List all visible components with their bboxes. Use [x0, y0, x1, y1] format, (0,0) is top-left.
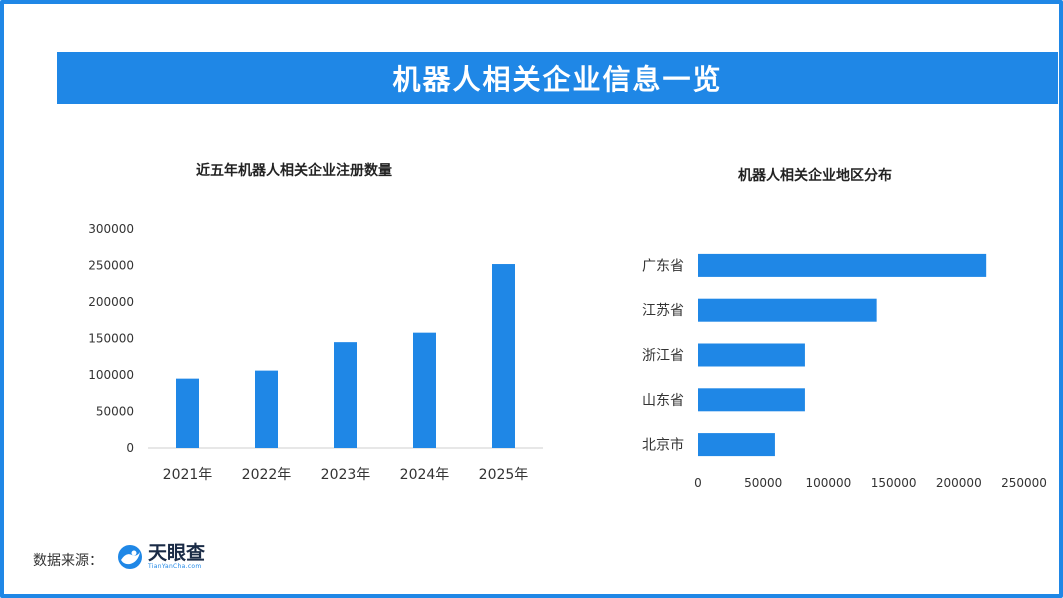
y-category-label: 广东省 [642, 258, 684, 274]
tianyancha-logo: 天眼查 TianYanCha.com [116, 543, 205, 571]
y-tick-label: 250000 [88, 259, 134, 273]
page-title: 机器人相关企业信息一览 [392, 63, 723, 96]
title-banner: 机器人相关企业信息一览 [57, 52, 1058, 104]
y-tick-label: 300000 [88, 222, 134, 236]
bar-1 [176, 378, 199, 448]
x-tick-label: 50000 [744, 476, 782, 490]
chart-title-regions: 机器人相关企业地区分布 [738, 168, 892, 184]
x-tick-label: 2024年 [400, 467, 450, 483]
x-tick-label: 150000 [871, 476, 917, 490]
bar-3 [334, 342, 357, 448]
chart-title-registrations: 近五年机器人相关企业注册数量 [196, 163, 392, 179]
x-tick-label: 100000 [805, 476, 851, 490]
region-bar-4 [698, 388, 805, 412]
y-tick-label: 150000 [88, 332, 134, 346]
y-category-label: 江苏省 [642, 303, 684, 319]
logo-url: TianYanCha.com [148, 563, 202, 570]
x-tick-label: 2021年 [163, 467, 213, 483]
tianyancha-logo-icon [118, 545, 142, 569]
x-tick-label: 0 [694, 476, 702, 490]
x-tick-label: 200000 [936, 476, 982, 490]
y-tick-label: 50000 [96, 405, 134, 419]
y-tick-label: 200000 [88, 295, 134, 309]
region-bar-5 [698, 433, 775, 457]
y-category-label: 北京市 [642, 437, 684, 454]
y-category-label: 山东省 [642, 393, 684, 409]
x-tick-label: 2022年 [242, 467, 292, 483]
bar-4 [413, 332, 436, 448]
region-bar-2 [698, 298, 877, 322]
x-tick-label: 2023年 [321, 467, 371, 483]
y-category-label: 浙江省 [642, 348, 684, 364]
bar-5 [492, 264, 515, 448]
source-label: 数据来源： [33, 553, 103, 569]
region-bar-1 [698, 253, 987, 277]
bar-2 [255, 370, 278, 448]
x-tick-label: 250000 [1001, 476, 1047, 490]
y-tick-label: 0 [126, 441, 134, 455]
region-bar-3 [698, 343, 805, 367]
x-tick-label: 2025年 [479, 467, 529, 483]
logo-name: 天眼查 [148, 542, 206, 564]
y-tick-label: 100000 [88, 368, 134, 382]
